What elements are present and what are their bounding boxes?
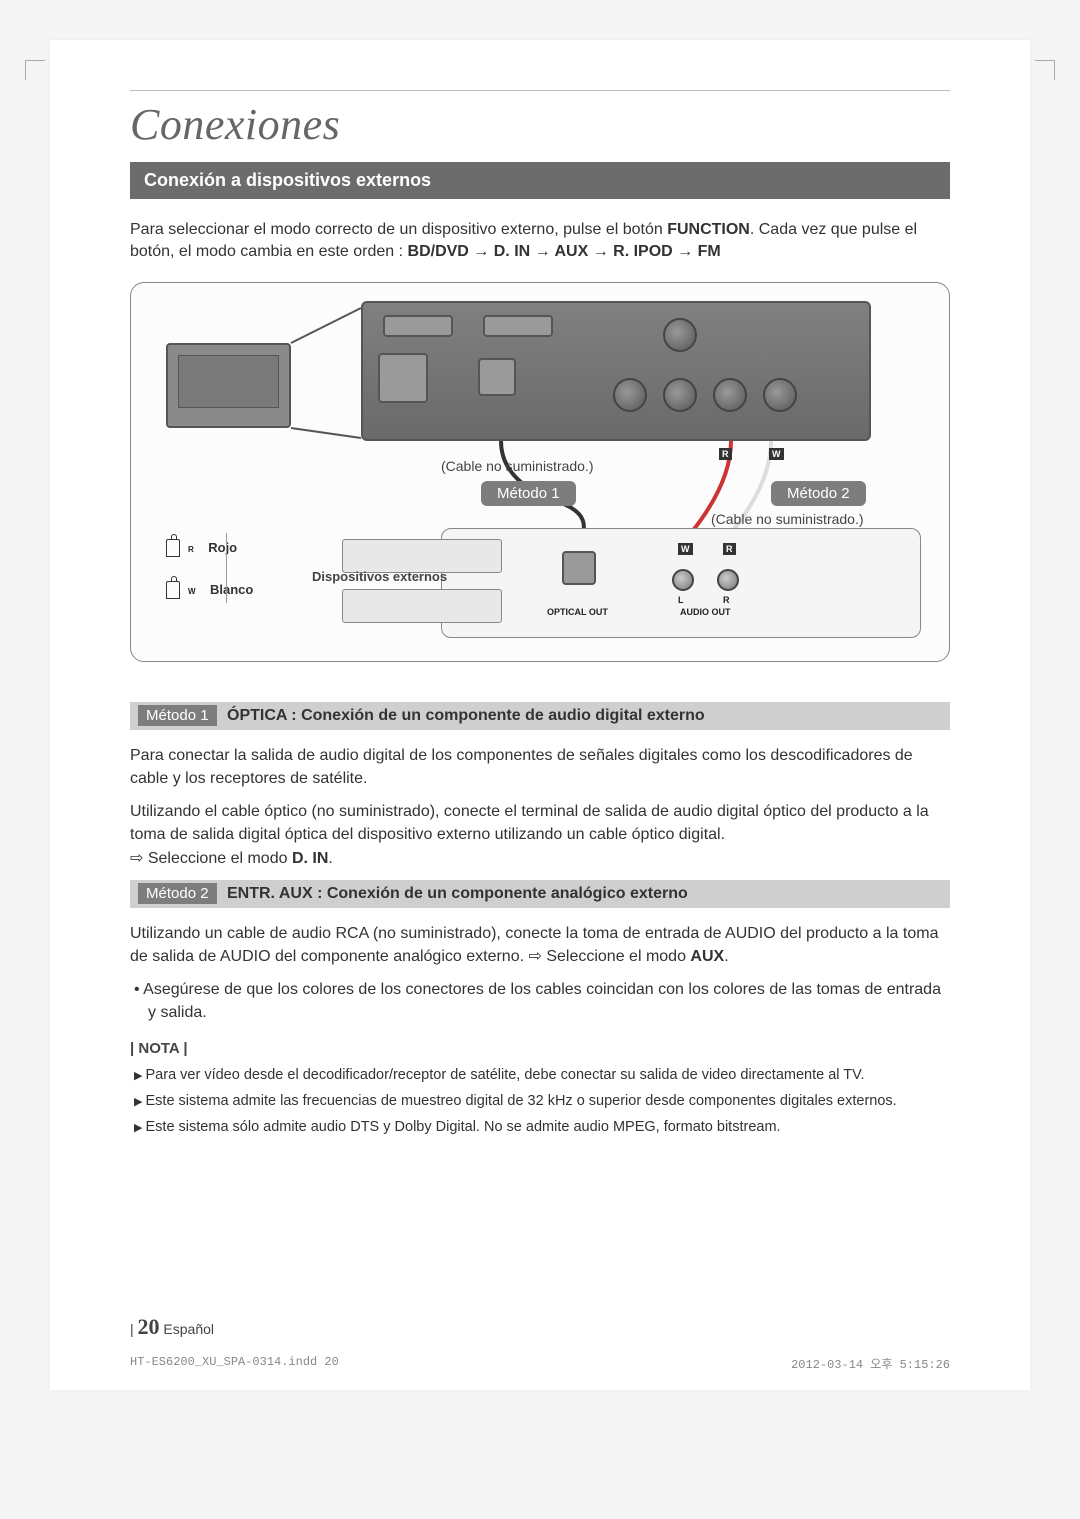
aux-w-port: [763, 378, 797, 412]
aux-r-port: [713, 378, 747, 412]
method2-p1: Utilizando un cable de audio RCA (no sum…: [130, 922, 950, 968]
ext-device-top: [342, 539, 502, 573]
method1-header: Método 1 ÓPTICA : Conexión de un compone…: [130, 702, 950, 730]
method2-header: Método 2 ENTR. AUX : Conexión de un comp…: [130, 880, 950, 908]
method2-pill: Método 2: [771, 481, 866, 506]
method2-bullet: Asegúrese de que los colores de los cone…: [130, 978, 950, 1024]
method1-title: ÓPTICA : Conexión de un componente de au…: [223, 707, 705, 724]
print-file: HT-ES6200_XU_SPA-0314.indd 20: [130, 1355, 339, 1372]
crop-mark: [1035, 60, 1055, 80]
port-slot: [383, 315, 453, 337]
ext-rca-r: [717, 569, 739, 591]
m1-p2-post: .: [328, 850, 332, 867]
method2-tag: Método 2: [138, 883, 217, 904]
ext-devices-label: Dispositivos externos: [312, 569, 447, 584]
receiver-back-panel: [361, 301, 871, 441]
key-divider: [226, 533, 227, 603]
nota-label: | NOTA |: [130, 1040, 950, 1057]
ext-device-bottom: [342, 589, 502, 623]
key-red-label: Rojo: [208, 540, 237, 555]
plug-key: R Rojo W Blanco: [166, 531, 253, 609]
connection-diagram: R W (Cable no suministrado.) Método 1 Mé…: [130, 282, 950, 662]
crop-mark: [25, 60, 45, 80]
circle-port: [663, 378, 697, 412]
cable-not-supplied-2: (Cable no suministrado.): [711, 511, 864, 527]
method2-title: ENTR. AUX : Conexión de un componente an…: [223, 885, 688, 902]
plug-r-label-2: R: [723, 543, 736, 555]
method1-tag: Método 1: [138, 705, 217, 726]
circle-port: [663, 318, 697, 352]
note-1: Para ver vídeo desde el decodificador/re…: [130, 1065, 950, 1087]
rca-l-label: L: [678, 595, 684, 605]
plug-icon: [166, 539, 180, 557]
audio-out-label: AUDIO OUT: [680, 607, 731, 617]
chapter-title: Conexiones: [130, 99, 950, 150]
plug-r-label: R: [719, 448, 732, 460]
intro-pre: Para seleccionar el modo correcto de un …: [130, 221, 667, 238]
method1-p2: Utilizando el cable óptico (no suministr…: [130, 800, 950, 870]
m2-p1-mode: AUX: [690, 948, 724, 965]
title-rule: [130, 90, 950, 91]
optical-out-label: OPTICAL OUT: [547, 607, 608, 617]
port-hdmi: [378, 353, 428, 403]
mode-order: BD/DVD → D. IN → AUX → R. IPOD → FM: [408, 243, 721, 260]
m2-p1-pre: Utilizando un cable de audio RCA (no sum…: [130, 925, 938, 965]
m1-p2-pre: Utilizando el cable óptico (no suministr…: [130, 803, 929, 843]
print-footer: HT-ES6200_XU_SPA-0314.indd 20 2012-03-14…: [130, 1355, 950, 1372]
page-footer: | 20 Español: [130, 1314, 214, 1340]
m2-p1-post: .: [724, 948, 728, 965]
plug-w-label-2: W: [678, 543, 693, 555]
m1-p2-mode: D. IN: [292, 850, 328, 867]
intro-btn: FUNCTION: [667, 221, 750, 238]
ext-rca-l: [672, 569, 694, 591]
cable-not-supplied-1: (Cable no suministrado.): [441, 458, 594, 474]
port-slot: [483, 315, 553, 337]
method1-p1: Para conectar la salida de audio digital…: [130, 744, 950, 790]
external-device-box: Dispositivos externos OPTICAL OUT L R W …: [441, 528, 921, 638]
plug-icon: [166, 581, 180, 599]
key-red-row: R Rojo: [166, 531, 253, 567]
ext-optical: [562, 551, 596, 585]
print-time: 2012-03-14 오후 5:15:26: [791, 1355, 950, 1372]
circle-port: [613, 378, 647, 412]
page-number: 20: [138, 1314, 160, 1339]
key-white-row: W Blanco: [166, 573, 253, 609]
rca-r-label: R: [723, 595, 730, 605]
note-2: Este sistema admite las frecuencias de m…: [130, 1091, 950, 1113]
note-3: Este sistema sólo admite audio DTS y Dol…: [130, 1117, 950, 1139]
page-lang: Español: [163, 1321, 214, 1337]
page: Conexiones Conexión a dispositivos exter…: [50, 40, 1030, 1390]
key-white-label: Blanco: [210, 582, 253, 597]
m1-p2-sel: ⇨ Seleccione el modo: [130, 850, 292, 867]
port-optical: [478, 358, 516, 396]
section-bar: Conexión a dispositivos externos: [130, 162, 950, 199]
plug-w-label: W: [769, 448, 784, 460]
intro-text: Para seleccionar el modo correcto de un …: [130, 219, 950, 264]
method1-pill: Método 1: [481, 481, 576, 506]
